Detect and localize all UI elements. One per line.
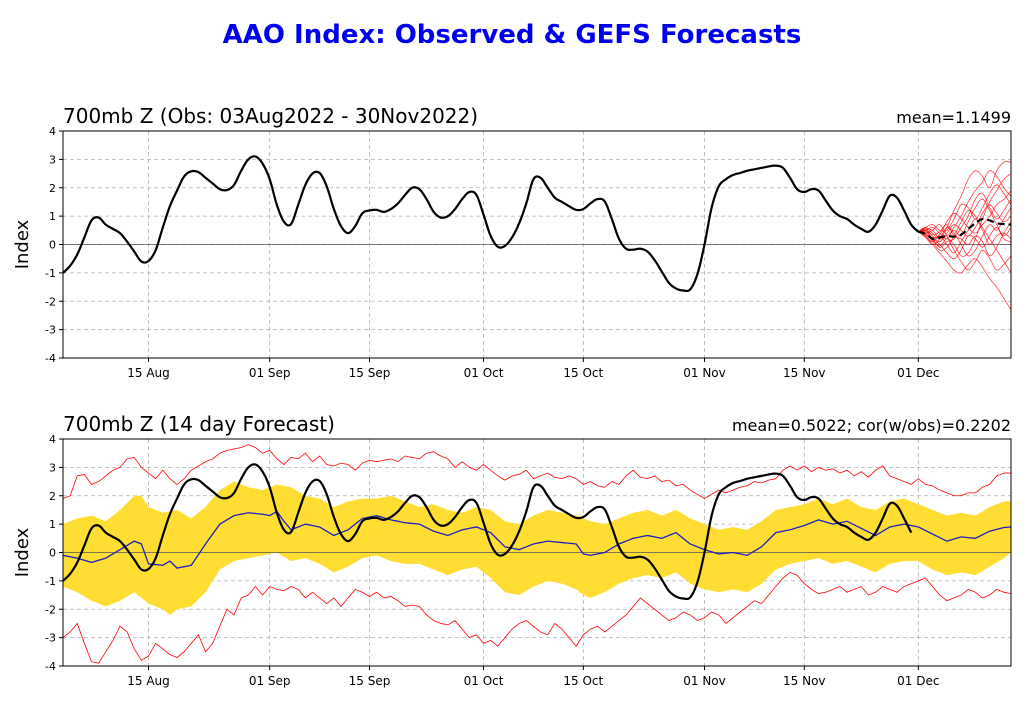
x-tick-label: 01 Dec — [897, 674, 939, 688]
y-tick-label: 3 — [49, 153, 56, 166]
x-tick-label: 15 Oct — [563, 366, 603, 380]
x-tick-label: 15 Aug — [127, 674, 170, 688]
forecast-mean-line — [918, 217, 1011, 241]
x-tick-label: 15 Nov — [783, 674, 826, 688]
x-tick-label: 01 Oct — [464, 366, 504, 380]
y-tick-label: -3 — [45, 324, 56, 337]
y-tick-label: 2 — [49, 182, 56, 195]
forecast-member-line-13 — [918, 198, 1011, 240]
y-tick-label: -4 — [45, 352, 56, 365]
panel-title: 700mb Z (14 day Forecast) — [63, 412, 335, 436]
x-tick-label: 15 Nov — [783, 366, 826, 380]
ensemble-spread-band — [63, 481, 1011, 615]
y-tick-label: 4 — [49, 125, 56, 138]
panel-title: 700mb Z (Obs: 03Aug2022 - 30Nov2022) — [63, 104, 478, 128]
y-tick-label: 2 — [49, 490, 56, 503]
y-tick-label: -3 — [45, 632, 56, 645]
y-tick-label: 3 — [49, 461, 56, 474]
y-tick-label: 1 — [49, 210, 56, 223]
chart-panel-1: -4 -3 -2 -1 0 1 2 3 4 15 Aug 01 Sep 15 Sep 01 Oct 15 … — [12, 104, 1012, 380]
forecast-member-line-4 — [918, 209, 1011, 274]
panel-stat-label: mean=1.1499 — [896, 108, 1011, 127]
min-member-line — [63, 571, 1011, 664]
y-tick-label: -1 — [45, 267, 56, 280]
x-tick-label: 15 Aug — [127, 366, 170, 380]
x-tick-label: 01 Dec — [897, 366, 939, 380]
x-tick-label: 01 Sep — [249, 366, 291, 380]
plot-area — [63, 155, 1011, 310]
y-tick-label: 0 — [49, 239, 56, 252]
plot-area — [63, 444, 1011, 664]
forecast-member-line-2 — [918, 231, 1011, 310]
forecast-member-line-3 — [918, 170, 1011, 240]
max-member-line — [63, 444, 1011, 500]
forecast-member-line-9 — [918, 192, 1011, 248]
observed-line — [63, 155, 920, 293]
forecast-member-line-8 — [918, 207, 1011, 257]
chart-panel-2: -4 -3 -2 -1 0 1 2 3 4 15 Aug 01 Sep 15 Sep 01 Oct 15 … — [12, 412, 1012, 688]
y-tick-label: 1 — [49, 518, 56, 531]
forecast-member-line-15 — [918, 221, 1011, 257]
x-tick-label: 01 Nov — [683, 674, 726, 688]
ensemble-mean-line — [63, 510, 1011, 569]
page-title: AAO Index: Observed & GEFS Forecasts — [222, 20, 802, 50]
x-tick-label: 01 Nov — [683, 366, 726, 380]
y-tick-label: 4 — [49, 433, 56, 446]
x-tick-label: 15 Sep — [349, 674, 391, 688]
x-tick-label: 15 Oct — [563, 674, 603, 688]
forecast-member-line-10 — [918, 224, 1011, 271]
observed-line — [63, 463, 913, 601]
y-axis-label: Index — [12, 527, 33, 577]
y-tick-label: -2 — [45, 603, 56, 616]
y-tick-label: 0 — [49, 547, 56, 560]
forecast-member-line-14 — [918, 173, 1011, 257]
y-tick-label: -4 — [45, 660, 56, 673]
y-tick-label: -1 — [45, 575, 56, 588]
x-tick-label: 01 Oct — [464, 674, 504, 688]
forecast-member-line-5 — [918, 204, 1011, 243]
y-axis-label: Index — [12, 219, 33, 269]
forecast-member-line-7 — [918, 184, 1011, 233]
y-tick-label: -2 — [45, 295, 56, 308]
x-tick-label: 15 Sep — [349, 366, 391, 380]
forecast-member-line-11 — [918, 190, 1011, 238]
panel-stat-label: mean=0.5022; cor(w/obs)=0.2202 — [732, 416, 1011, 435]
x-tick-label: 01 Sep — [249, 674, 291, 688]
